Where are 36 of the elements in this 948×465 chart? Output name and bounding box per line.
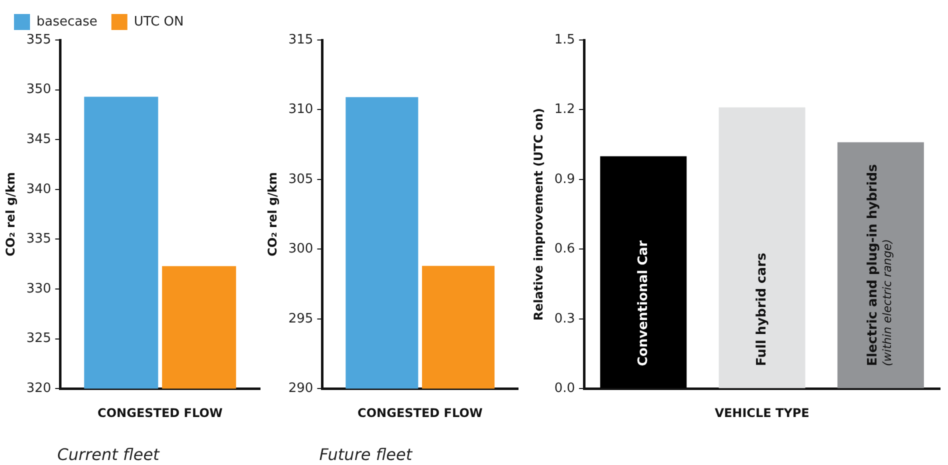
y-tick-label: 0.3 xyxy=(554,311,576,326)
y-tick-label: 320 xyxy=(26,380,52,396)
x-axis-title: CONGESTED FLOW xyxy=(358,406,483,420)
bar xyxy=(718,107,806,388)
y-tick-label: 0.9 xyxy=(554,172,576,187)
y-tick-label: 330 xyxy=(26,281,52,296)
legend-label: UTC ON xyxy=(134,14,184,30)
y-axis-title: CO₂ rel g/km xyxy=(3,172,18,256)
y-tick-label: 305 xyxy=(288,172,314,187)
y-tick-label: 1.2 xyxy=(554,102,576,118)
y-tick-label: 310 xyxy=(288,102,314,118)
y-tick-label: 295 xyxy=(288,311,314,326)
y-axis-title: CO₂ rel g/km xyxy=(265,172,280,256)
x-tick-label: Electric and plug-in hybrids (within electric range) xyxy=(866,164,894,366)
legend-label: basecase xyxy=(36,14,98,30)
x-axis-title: VEHICLE TYPE xyxy=(714,406,810,420)
y-tick-label: 300 xyxy=(288,242,314,257)
text: Future fleet xyxy=(319,445,413,464)
y-tick-label: 340 xyxy=(26,182,52,197)
y-tick-label: 0.6 xyxy=(554,242,576,257)
y-axis-title: Relative improvement (UTC on) xyxy=(531,108,546,321)
y-tick-label: 0.0 xyxy=(554,380,576,396)
y-tick-label: 350 xyxy=(26,82,52,98)
x-tick-label: Conventional Car xyxy=(636,240,651,366)
x-axis-title: CONGESTED FLOW xyxy=(98,406,223,420)
y-tick-label: 315 xyxy=(288,32,314,48)
y-tick-label: 355 xyxy=(26,32,52,48)
x-tick-label: Full hybrid cars xyxy=(754,252,770,366)
bar xyxy=(837,142,924,388)
text: Current fleet xyxy=(57,445,160,464)
bar xyxy=(600,156,687,388)
y-tick-label: 290 xyxy=(288,380,314,396)
y-tick-label: 335 xyxy=(26,232,52,247)
y-tick-label: 325 xyxy=(26,331,52,346)
y-tick-label: 345 xyxy=(26,132,52,147)
y-tick-label: 1.5 xyxy=(554,32,576,48)
